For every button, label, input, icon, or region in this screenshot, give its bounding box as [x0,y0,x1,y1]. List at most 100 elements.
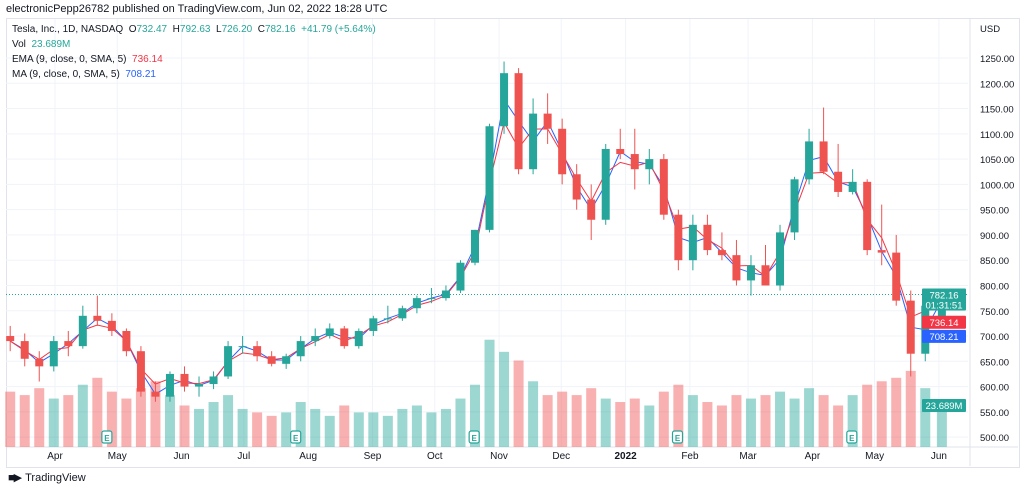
candle-body[interactable] [340,328,349,347]
earnings-marker-icon[interactable] [671,430,684,444]
candle-body[interactable] [238,346,247,348]
price-tick-label: 800.00 [980,281,1009,292]
candle-body[interactable] [49,341,58,367]
candle-body[interactable] [688,224,697,261]
candle-body[interactable] [35,358,44,367]
earnings-marker-label: E [104,434,110,443]
candle-body[interactable] [383,318,392,320]
candle-body[interactable] [659,159,668,215]
candle-body[interactable] [427,298,436,300]
last-price-tag-text: 01:31:51 [926,300,963,311]
candle-body[interactable] [296,341,305,357]
candle-body[interactable] [412,298,421,309]
legend-symbol[interactable]: Tesla, Inc., 1D, NASDAQ [12,24,124,35]
candle-body[interactable] [122,330,131,352]
price-chart[interactable]: 1250.00 1200.00 1150.00 1100.00 1050.00 1000.… [0,0,1024,470]
candle-body[interactable] [587,199,596,220]
earnings-marker-icon[interactable] [468,430,480,444]
candle-body[interactable] [776,232,785,286]
candle-body[interactable] [921,305,930,354]
volume-bar [77,384,88,447]
volume-bar [920,388,931,447]
volume-bar [760,395,771,447]
candle-body[interactable] [311,336,320,342]
candle-body[interactable] [877,250,886,253]
candle-body[interactable] [20,341,29,359]
price-tick-label: 900.00 [980,231,1009,242]
candle-body[interactable] [136,351,145,392]
candle-body[interactable] [456,262,465,291]
candle-body[interactable] [441,290,450,299]
earnings-marker-icon[interactable] [290,430,302,444]
candle-body[interactable] [282,356,291,364]
candle-body[interactable] [834,171,843,192]
candle-body[interactable] [471,229,479,263]
volume-bar [223,395,234,447]
legend-vol-row[interactable]: Vol 23.689M [12,37,376,52]
candle-body[interactable] [253,346,262,357]
candle-body[interactable] [195,384,204,387]
candle-body[interactable] [500,73,509,127]
candle-body[interactable] [717,250,726,256]
candle-body[interactable] [732,255,741,281]
volume-bar [731,395,742,447]
candle-body[interactable] [746,265,755,281]
candle-body[interactable] [848,181,857,192]
candle-body[interactable] [529,113,538,170]
candle-body[interactable] [892,252,901,301]
legend: Tesla, Inc., 1D, NASDAQ O732.47 H792.63 … [12,22,376,82]
time-tick-label: Oct [427,451,443,462]
candle-body[interactable] [805,141,814,180]
earnings-marker-icon[interactable] [846,430,858,444]
legend-ema-label: EMA (9, close, 0, SMA, 5) [12,54,127,65]
candle-body[interactable] [165,373,174,397]
candle-body[interactable] [224,346,233,377]
volume-bar [237,408,248,447]
candle-body[interactable] [485,126,494,230]
candle-body[interactable] [107,320,116,331]
time-tick-label: Apr [805,451,821,462]
candle-body[interactable] [369,318,378,331]
candle-body[interactable] [398,308,407,319]
candle-body[interactable] [906,300,915,354]
time-tick-label: Jul [237,451,250,462]
candle-body[interactable] [354,330,363,347]
price-tick-label: 1000.00 [980,180,1014,191]
candle-body[interactable] [209,376,218,385]
candle-body[interactable] [572,174,581,200]
candle-body[interactable] [64,341,73,347]
legend-ema-row[interactable]: EMA (9, close, 0, SMA, 5) 736.14 [12,52,376,67]
candle-body[interactable] [267,356,276,364]
volume-bar [658,391,669,447]
candle-body[interactable] [325,328,334,337]
candle-body[interactable] [543,113,552,129]
candle-body[interactable] [601,148,610,220]
candle-body[interactable] [616,148,625,155]
candle-body[interactable] [78,315,87,347]
candle-body[interactable] [674,214,683,261]
tradingview-logo[interactable]: ■▶ TradingView [8,471,86,485]
legend-ma-row[interactable]: MA (9, close, 0, SMA, 5) 708.21 [12,67,376,82]
volume-bar [818,395,829,447]
candle-body[interactable] [819,141,828,172]
candle-body[interactable] [180,373,189,387]
earnings-marker-icon[interactable] [101,430,113,444]
candle-body[interactable] [558,128,567,175]
candle-body[interactable] [151,391,160,397]
candle-body[interactable] [790,179,799,233]
time-tick-label: Apr [47,451,63,462]
candle-body[interactable] [761,265,770,286]
candle-body[interactable] [514,73,523,170]
volume-bar [716,405,727,447]
chart-frame[interactable] [6,18,1020,468]
candle-body[interactable] [645,159,654,170]
candle-body[interactable] [6,336,15,342]
candle-body[interactable] [863,181,872,251]
candle-body[interactable] [630,154,639,170]
candle-body[interactable] [93,315,102,321]
volume-bar [92,377,103,447]
earnings-marker-label: E [849,434,855,443]
volume-bar [484,339,495,447]
candle-body[interactable] [703,224,712,251]
time-tick-label: Feb [681,451,699,462]
